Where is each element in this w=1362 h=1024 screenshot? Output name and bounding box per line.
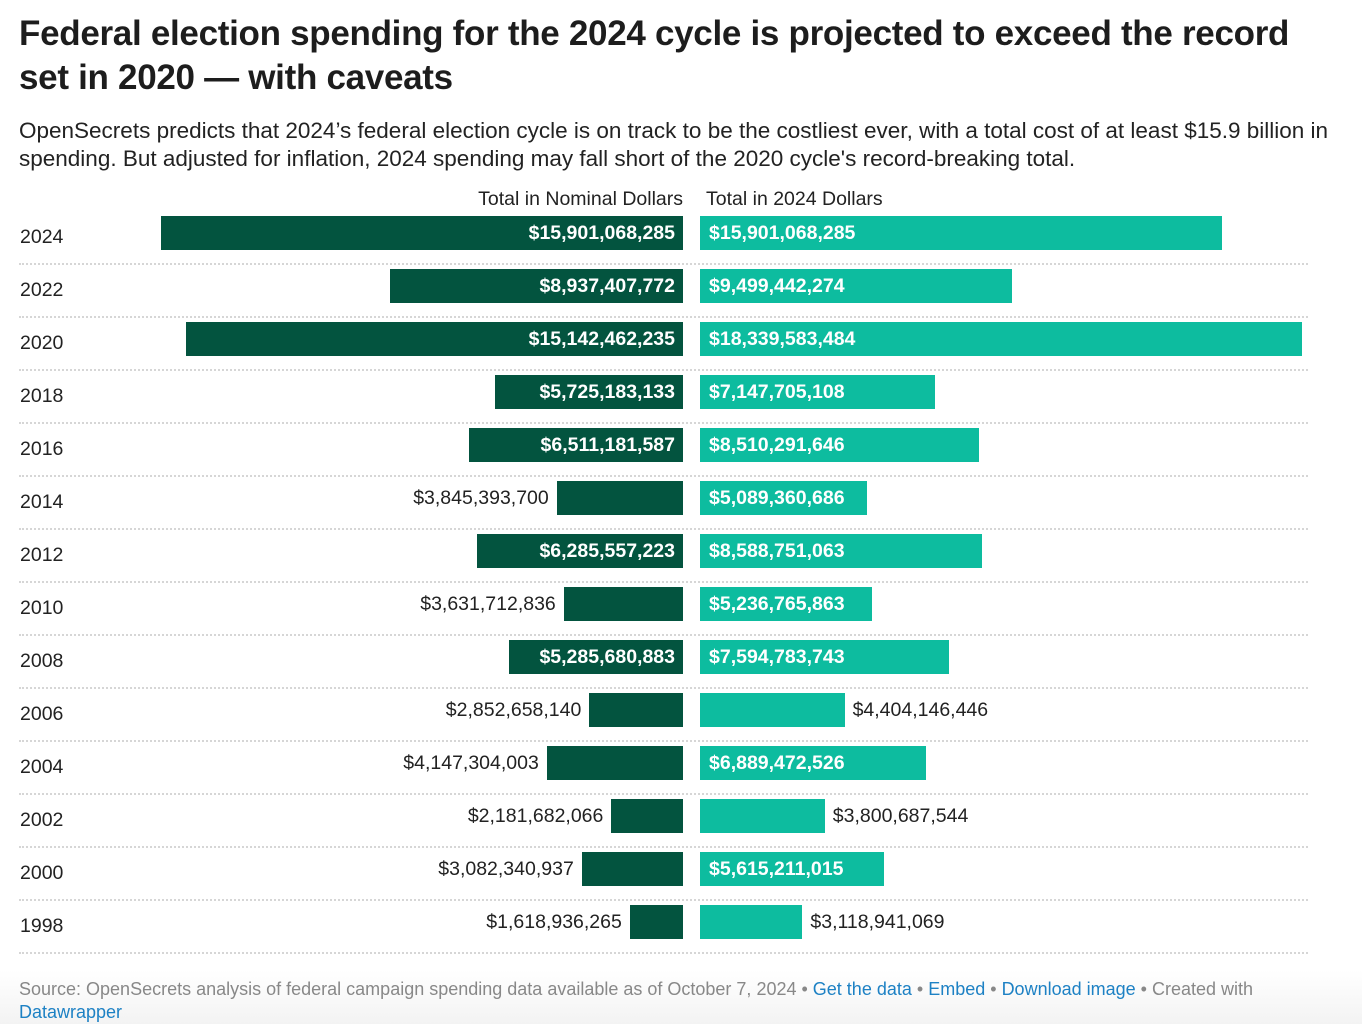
data-label: $2,181,682,066 xyxy=(467,805,604,827)
data-label: $8,510,291,646 xyxy=(709,434,845,456)
embed-link[interactable]: Embed xyxy=(928,979,986,999)
bar-nominal xyxy=(185,322,683,356)
created-with: Created with xyxy=(1151,979,1254,999)
bar-nominal xyxy=(469,428,683,462)
data-label: $6,285,557,223 xyxy=(539,540,675,562)
chart-title: Federal election spending for the 2024 c… xyxy=(19,14,1290,97)
table-row: 2010 $3,631,712,836 $5,236,765,863 xyxy=(19,583,1308,636)
year-label: 2020 xyxy=(20,332,64,354)
data-label: $7,147,705,108 xyxy=(709,381,845,403)
bar-nominal xyxy=(509,640,683,674)
table-row: 2024 $15,901,068,285 $15,901,068,285 xyxy=(19,212,1308,265)
bar-nominal xyxy=(389,269,683,303)
table-row: 2014 $3,845,393,700 $5,089,360,686 xyxy=(19,477,1308,530)
separator: • xyxy=(1135,979,1152,999)
data-label: $8,937,407,772 xyxy=(539,275,675,297)
bar-2024-dollars xyxy=(700,905,803,939)
year-label: 2012 xyxy=(20,544,64,566)
table-row: 1998 $1,618,936,265 $3,118,941,069 xyxy=(19,901,1308,954)
table-row: 2012 $6,285,557,223 $8,588,751,063 xyxy=(19,530,1308,583)
bar-2024-dollars xyxy=(700,269,1012,303)
year-label: 2000 xyxy=(20,862,64,884)
column-header-nominal: Total in Nominal Dollars xyxy=(478,188,683,210)
table-row: 2016 $6,511,181,587 $8,510,291,646 xyxy=(19,424,1308,477)
data-label: $9,499,442,274 xyxy=(709,275,845,297)
data-label: $5,615,211,015 xyxy=(709,858,844,880)
bar-2024-dollars xyxy=(700,534,982,568)
bar-2024-dollars xyxy=(700,216,1223,250)
year-label: 1998 xyxy=(20,915,64,937)
data-label: $3,082,340,937 xyxy=(438,858,574,880)
bar-nominal xyxy=(556,481,683,515)
bar-nominal xyxy=(629,905,683,939)
bar-nominal xyxy=(160,216,683,250)
bar-2024-dollars xyxy=(700,693,845,727)
data-label: $1,618,936,265 xyxy=(486,911,622,933)
year-label: 2008 xyxy=(20,650,64,672)
data-label: $2,852,658,140 xyxy=(445,699,582,721)
table-row: 2008 $5,285,680,883 $7,594,783,743 xyxy=(19,636,1308,689)
data-label: $3,631,712,836 xyxy=(420,593,556,615)
table-row: 2006 $2,852,658,140 $4,404,146,446 xyxy=(19,689,1308,742)
bar-nominal xyxy=(546,746,683,780)
data-label: $4,147,304,003 xyxy=(403,752,539,774)
bar-nominal xyxy=(495,375,683,409)
bar-2024-dollars xyxy=(700,375,935,409)
data-label: $6,889,472,526 xyxy=(709,752,845,774)
bar-2024-dollars xyxy=(700,852,885,886)
year-label: 2016 xyxy=(20,438,64,460)
table-row: 2020 $15,142,462,235 $18,339,583,484 xyxy=(19,318,1308,371)
year-label: 2004 xyxy=(20,756,64,778)
year-label: 2002 xyxy=(20,809,64,831)
table-row: 2004 $4,147,304,003 $6,889,472,526 xyxy=(19,742,1308,795)
year-label: 2018 xyxy=(20,385,64,407)
separator: • xyxy=(990,979,1002,999)
data-label: $5,285,680,883 xyxy=(539,646,675,668)
bar-2024-dollars xyxy=(700,799,825,833)
year-label: 2014 xyxy=(20,491,64,513)
table-row: 2018 $5,725,183,133 $7,147,705,108 xyxy=(19,371,1308,424)
data-label: $5,089,360,686 xyxy=(709,487,845,509)
get-the-data-link[interactable]: Get the data xyxy=(812,979,912,999)
data-label: $3,118,941,069 xyxy=(810,911,945,933)
data-label: $15,142,462,235 xyxy=(528,328,675,350)
footer: Source: OpenSecrets analysis of federal … xyxy=(0,970,1362,1024)
year-label: 2024 xyxy=(20,226,64,248)
bar-2024-dollars xyxy=(700,587,872,621)
bar-nominal xyxy=(589,693,683,727)
data-label: $5,236,765,863 xyxy=(709,593,845,615)
chart-subtitle: OpenSecrets predicts that 2024’s federal… xyxy=(19,118,1329,171)
separator: • xyxy=(796,979,813,999)
bar-2024-dollars xyxy=(700,746,927,780)
bar-nominal xyxy=(563,587,683,621)
download-image-link[interactable]: Download image xyxy=(1001,979,1136,999)
data-label: $3,800,687,544 xyxy=(832,805,969,827)
table-row: 2002 $2,181,682,066 $3,800,687,544 xyxy=(19,795,1308,848)
separator: • xyxy=(911,979,929,999)
year-label: 2022 xyxy=(20,279,64,301)
table-row: 2000 $3,082,340,937 $5,615,211,015 xyxy=(19,848,1308,901)
bar-nominal xyxy=(581,852,683,886)
data-label: $8,588,751,063 xyxy=(709,540,845,562)
bar-2024-dollars xyxy=(700,322,1303,356)
data-label: $15,901,068,285 xyxy=(709,222,856,244)
data-label: $15,901,068,285 xyxy=(528,222,675,244)
data-label: $6,511,181,587 xyxy=(540,434,675,456)
bar-2024-dollars xyxy=(700,640,950,674)
data-label: $18,339,583,484 xyxy=(709,328,856,350)
column-header-2024-dollars: Total in 2024 Dollars xyxy=(706,188,883,210)
table-row: 2022 $8,937,407,772 $9,499,442,274 xyxy=(19,265,1308,318)
data-label: $4,404,146,446 xyxy=(852,699,989,721)
bar-nominal xyxy=(611,799,683,833)
bar-2024-dollars xyxy=(700,428,980,462)
data-label: $3,845,393,700 xyxy=(413,487,549,509)
year-label: 2010 xyxy=(20,597,64,619)
data-label: $5,725,183,133 xyxy=(539,381,675,403)
bar-2024-dollars xyxy=(700,481,868,515)
bar-nominal xyxy=(476,534,683,568)
datawrapper-link[interactable]: Datawrapper xyxy=(19,1002,123,1022)
data-label: $7,594,783,743 xyxy=(709,646,845,668)
year-label: 2006 xyxy=(20,703,64,725)
source-note: Source: OpenSecrets analysis of federal … xyxy=(19,979,797,999)
